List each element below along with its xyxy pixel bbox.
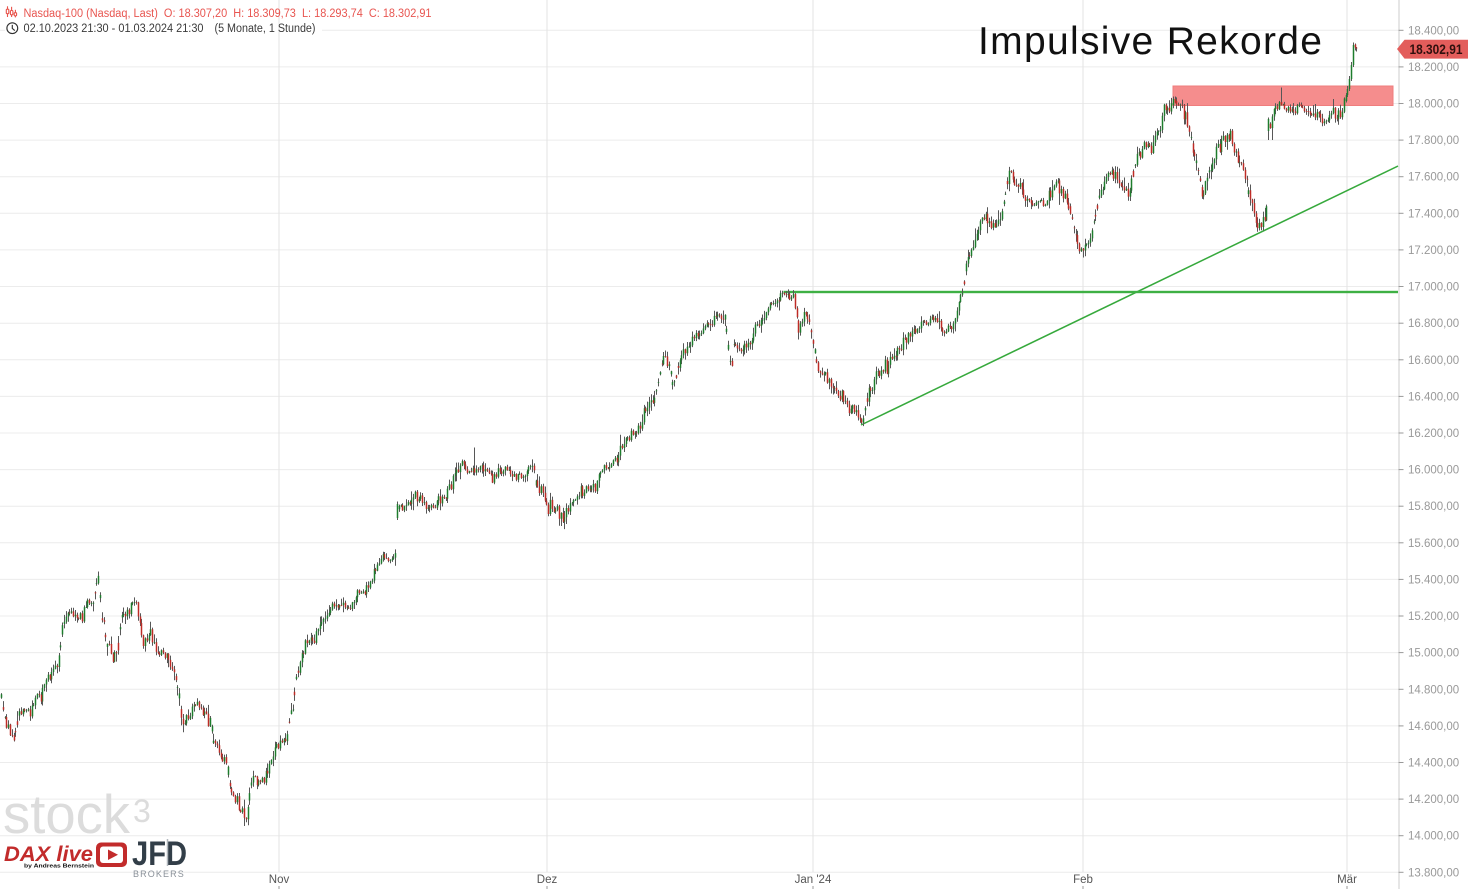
svg-text:14.600,00: 14.600,00 <box>1408 721 1459 733</box>
svg-text:17.800,00: 17.800,00 <box>1408 135 1459 147</box>
svg-text:17.600,00: 17.600,00 <box>1408 172 1459 184</box>
svg-text:BROKERS: BROKERS <box>133 869 186 879</box>
svg-text:15.800,00: 15.800,00 <box>1408 501 1459 513</box>
svg-text:14.800,00: 14.800,00 <box>1408 684 1459 696</box>
svg-text:Feb: Feb <box>1073 874 1093 886</box>
svg-text:Mär: Mär <box>1337 874 1357 886</box>
svg-text:16.200,00: 16.200,00 <box>1408 428 1459 440</box>
svg-text:16.600,00: 16.600,00 <box>1408 355 1459 367</box>
svg-text:Nasdaq-100 (Nasdaq, Last) O:: Nasdaq-100 (Nasdaq, Last) O: 18.307,20 H… <box>24 8 432 20</box>
svg-text:17.400,00: 17.400,00 <box>1408 208 1459 220</box>
svg-text:17.200,00: 17.200,00 <box>1408 245 1459 257</box>
svg-text:14.000,00: 14.000,00 <box>1408 831 1459 843</box>
svg-text:18.200,00: 18.200,00 <box>1408 62 1459 74</box>
svg-text:3: 3 <box>133 793 151 829</box>
svg-text:16.000,00: 16.000,00 <box>1408 465 1459 477</box>
svg-text:by Andreas Bernstein: by Andreas Bernstein <box>24 864 95 870</box>
svg-text:15.600,00: 15.600,00 <box>1408 538 1459 550</box>
svg-text:16.400,00: 16.400,00 <box>1408 391 1459 403</box>
svg-text:JFD: JFD <box>132 835 187 873</box>
svg-text:15.200,00: 15.200,00 <box>1408 611 1459 623</box>
svg-text:Jan '24: Jan '24 <box>795 874 832 886</box>
svg-text:17.000,00: 17.000,00 <box>1408 282 1459 294</box>
svg-text:Dez: Dez <box>537 874 558 886</box>
svg-text:14.400,00: 14.400,00 <box>1408 758 1459 770</box>
svg-text:(5 Monate, 1 Stunde): (5 Monate, 1 Stunde) <box>215 23 316 35</box>
svg-text:15.400,00: 15.400,00 <box>1408 574 1459 586</box>
svg-text:14.200,00: 14.200,00 <box>1408 794 1459 806</box>
svg-text:Impulsive Rekorde: Impulsive Rekorde <box>978 20 1322 63</box>
svg-text:18.400,00: 18.400,00 <box>1408 25 1459 37</box>
svg-text:16.800,00: 16.800,00 <box>1408 318 1459 330</box>
svg-text:stock: stock <box>3 783 130 845</box>
svg-text:02.10.2023 21:30 - 01.03.2024: 02.10.2023 21:30 - 01.03.2024 21:30 <box>24 23 204 35</box>
svg-text:DAX live: DAX live <box>4 843 93 866</box>
svg-text:Nov: Nov <box>269 874 290 886</box>
svg-text:18.302,91: 18.302,91 <box>1410 42 1463 57</box>
svg-text:18.000,00: 18.000,00 <box>1408 99 1459 111</box>
svg-text:13.800,00: 13.800,00 <box>1408 867 1459 879</box>
svg-text:15.000,00: 15.000,00 <box>1408 648 1459 660</box>
